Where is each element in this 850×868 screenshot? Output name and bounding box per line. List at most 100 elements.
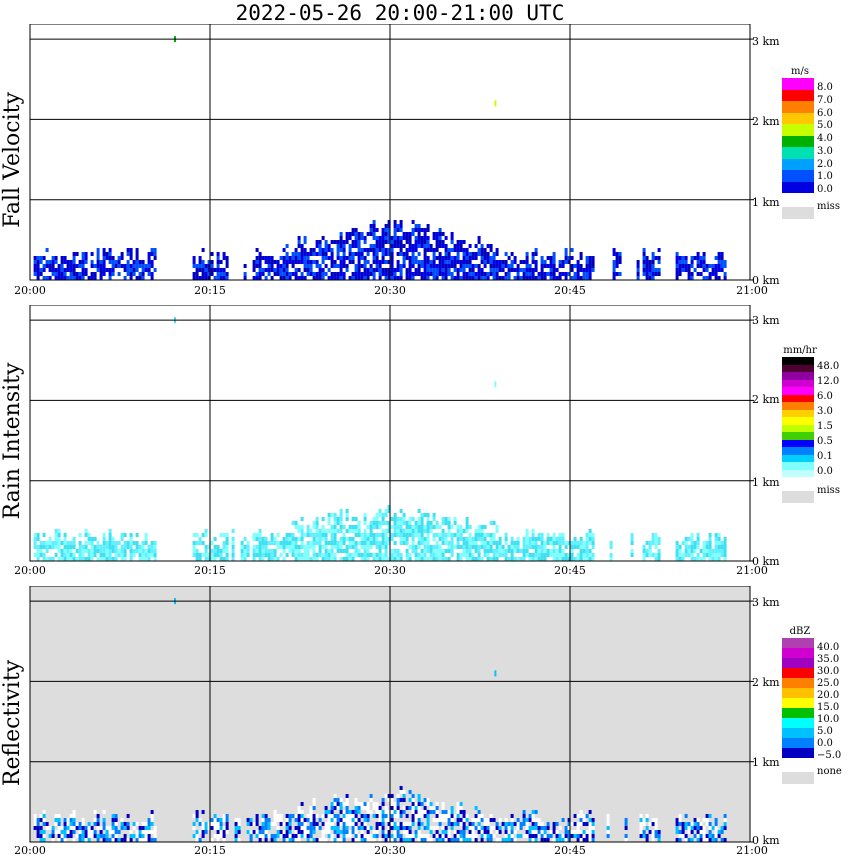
echo-cell bbox=[390, 248, 394, 252]
echo-cell bbox=[192, 541, 196, 545]
echo-cell bbox=[468, 260, 472, 264]
echo-cell bbox=[36, 834, 40, 838]
echo-cell bbox=[120, 822, 124, 826]
echo-cell bbox=[657, 248, 661, 252]
echo-cell bbox=[330, 276, 334, 280]
echo-cell bbox=[105, 557, 109, 561]
echo-cell bbox=[417, 826, 421, 830]
x-tick-2100: 21:00 bbox=[736, 844, 768, 857]
echo-cell bbox=[489, 264, 493, 268]
echo-cell bbox=[486, 826, 490, 830]
echo-cell bbox=[363, 814, 367, 818]
echo-cell bbox=[651, 537, 655, 541]
echo-cell bbox=[351, 818, 355, 822]
echo-cell bbox=[432, 264, 436, 268]
echo-cell bbox=[387, 826, 391, 830]
echo-cell bbox=[354, 545, 358, 549]
echo-cell bbox=[384, 228, 388, 232]
echo-cell bbox=[432, 276, 436, 280]
echo-cell bbox=[492, 268, 496, 272]
echo-cell bbox=[444, 814, 448, 818]
echo-cell bbox=[390, 838, 394, 842]
echo-cell bbox=[681, 264, 685, 268]
echo-cell bbox=[558, 537, 562, 541]
echo-cell bbox=[474, 252, 478, 256]
isolated-echo-cell bbox=[494, 100, 497, 107]
echo-cell bbox=[210, 549, 214, 553]
x-tick-2030: 20:30 bbox=[374, 844, 406, 857]
echo-cell bbox=[270, 553, 274, 557]
echo-cell bbox=[285, 533, 289, 537]
echo-cell bbox=[300, 818, 304, 822]
echo-cell bbox=[714, 838, 718, 842]
echo-cell bbox=[438, 244, 442, 248]
echo-cell bbox=[339, 248, 343, 252]
echo-cell bbox=[576, 264, 580, 268]
echo-cell bbox=[390, 826, 394, 830]
echo-cell bbox=[432, 549, 436, 553]
echo-cell bbox=[66, 268, 70, 272]
echo-cell bbox=[411, 248, 415, 252]
echo-cell bbox=[576, 272, 580, 276]
echo-cell bbox=[396, 224, 400, 228]
echo-cell bbox=[534, 264, 538, 268]
echo-cell bbox=[321, 834, 325, 838]
echo-cell bbox=[339, 276, 343, 280]
echo-cell bbox=[576, 834, 580, 838]
echo-cell bbox=[702, 276, 706, 280]
echo-cell bbox=[216, 252, 220, 256]
echo-cell bbox=[432, 806, 436, 810]
echo-cell bbox=[300, 826, 304, 830]
echo-cell bbox=[114, 826, 118, 830]
echo-cell bbox=[717, 549, 721, 553]
echo-cell bbox=[213, 545, 217, 549]
echo-cell bbox=[276, 533, 280, 537]
echo-cell bbox=[510, 260, 514, 264]
echo-cell bbox=[528, 557, 532, 561]
echo-cell bbox=[129, 252, 133, 256]
echo-cell bbox=[522, 814, 526, 818]
echo-cell bbox=[288, 549, 292, 553]
echo-cell bbox=[474, 537, 478, 541]
echo-cell bbox=[567, 553, 571, 557]
echo-cell bbox=[474, 806, 478, 810]
echo-cell bbox=[456, 268, 460, 272]
echo-cell bbox=[447, 525, 451, 529]
echo-cell bbox=[468, 525, 472, 529]
echo-cell bbox=[81, 834, 85, 838]
echo-cell bbox=[111, 264, 115, 268]
echo-cell bbox=[519, 826, 523, 830]
echo-cell bbox=[435, 533, 439, 537]
echo-cell bbox=[546, 537, 550, 541]
echo-cell bbox=[39, 814, 43, 818]
echo-cell bbox=[615, 260, 619, 264]
echo-cell bbox=[441, 272, 445, 276]
echo-cell bbox=[720, 545, 724, 549]
echo-cell bbox=[396, 802, 400, 806]
echo-cell bbox=[591, 838, 595, 842]
legend-swatch bbox=[782, 432, 814, 440]
echo-cell bbox=[384, 818, 388, 822]
echo-cell bbox=[405, 541, 409, 545]
echo-cell bbox=[309, 264, 313, 268]
echo-cell bbox=[345, 549, 349, 553]
echo-cell bbox=[360, 272, 364, 276]
echo-cell bbox=[135, 830, 139, 834]
echo-cell bbox=[435, 256, 439, 260]
echo-cell bbox=[642, 818, 646, 822]
echo-cell bbox=[468, 834, 472, 838]
echo-cell bbox=[516, 822, 520, 826]
echo-cell bbox=[642, 822, 646, 826]
echo-cell bbox=[345, 826, 349, 830]
echo-cell bbox=[219, 272, 223, 276]
echo-cell bbox=[579, 545, 583, 549]
echo-cell bbox=[111, 537, 115, 541]
echo-cell bbox=[450, 533, 454, 537]
echo-cell bbox=[357, 244, 361, 248]
echo-cell bbox=[240, 553, 244, 557]
echo-cell bbox=[459, 553, 463, 557]
echo-cell bbox=[564, 830, 568, 834]
echo-cell bbox=[459, 838, 463, 842]
echo-cell bbox=[411, 276, 415, 280]
echo-cell bbox=[540, 549, 544, 553]
